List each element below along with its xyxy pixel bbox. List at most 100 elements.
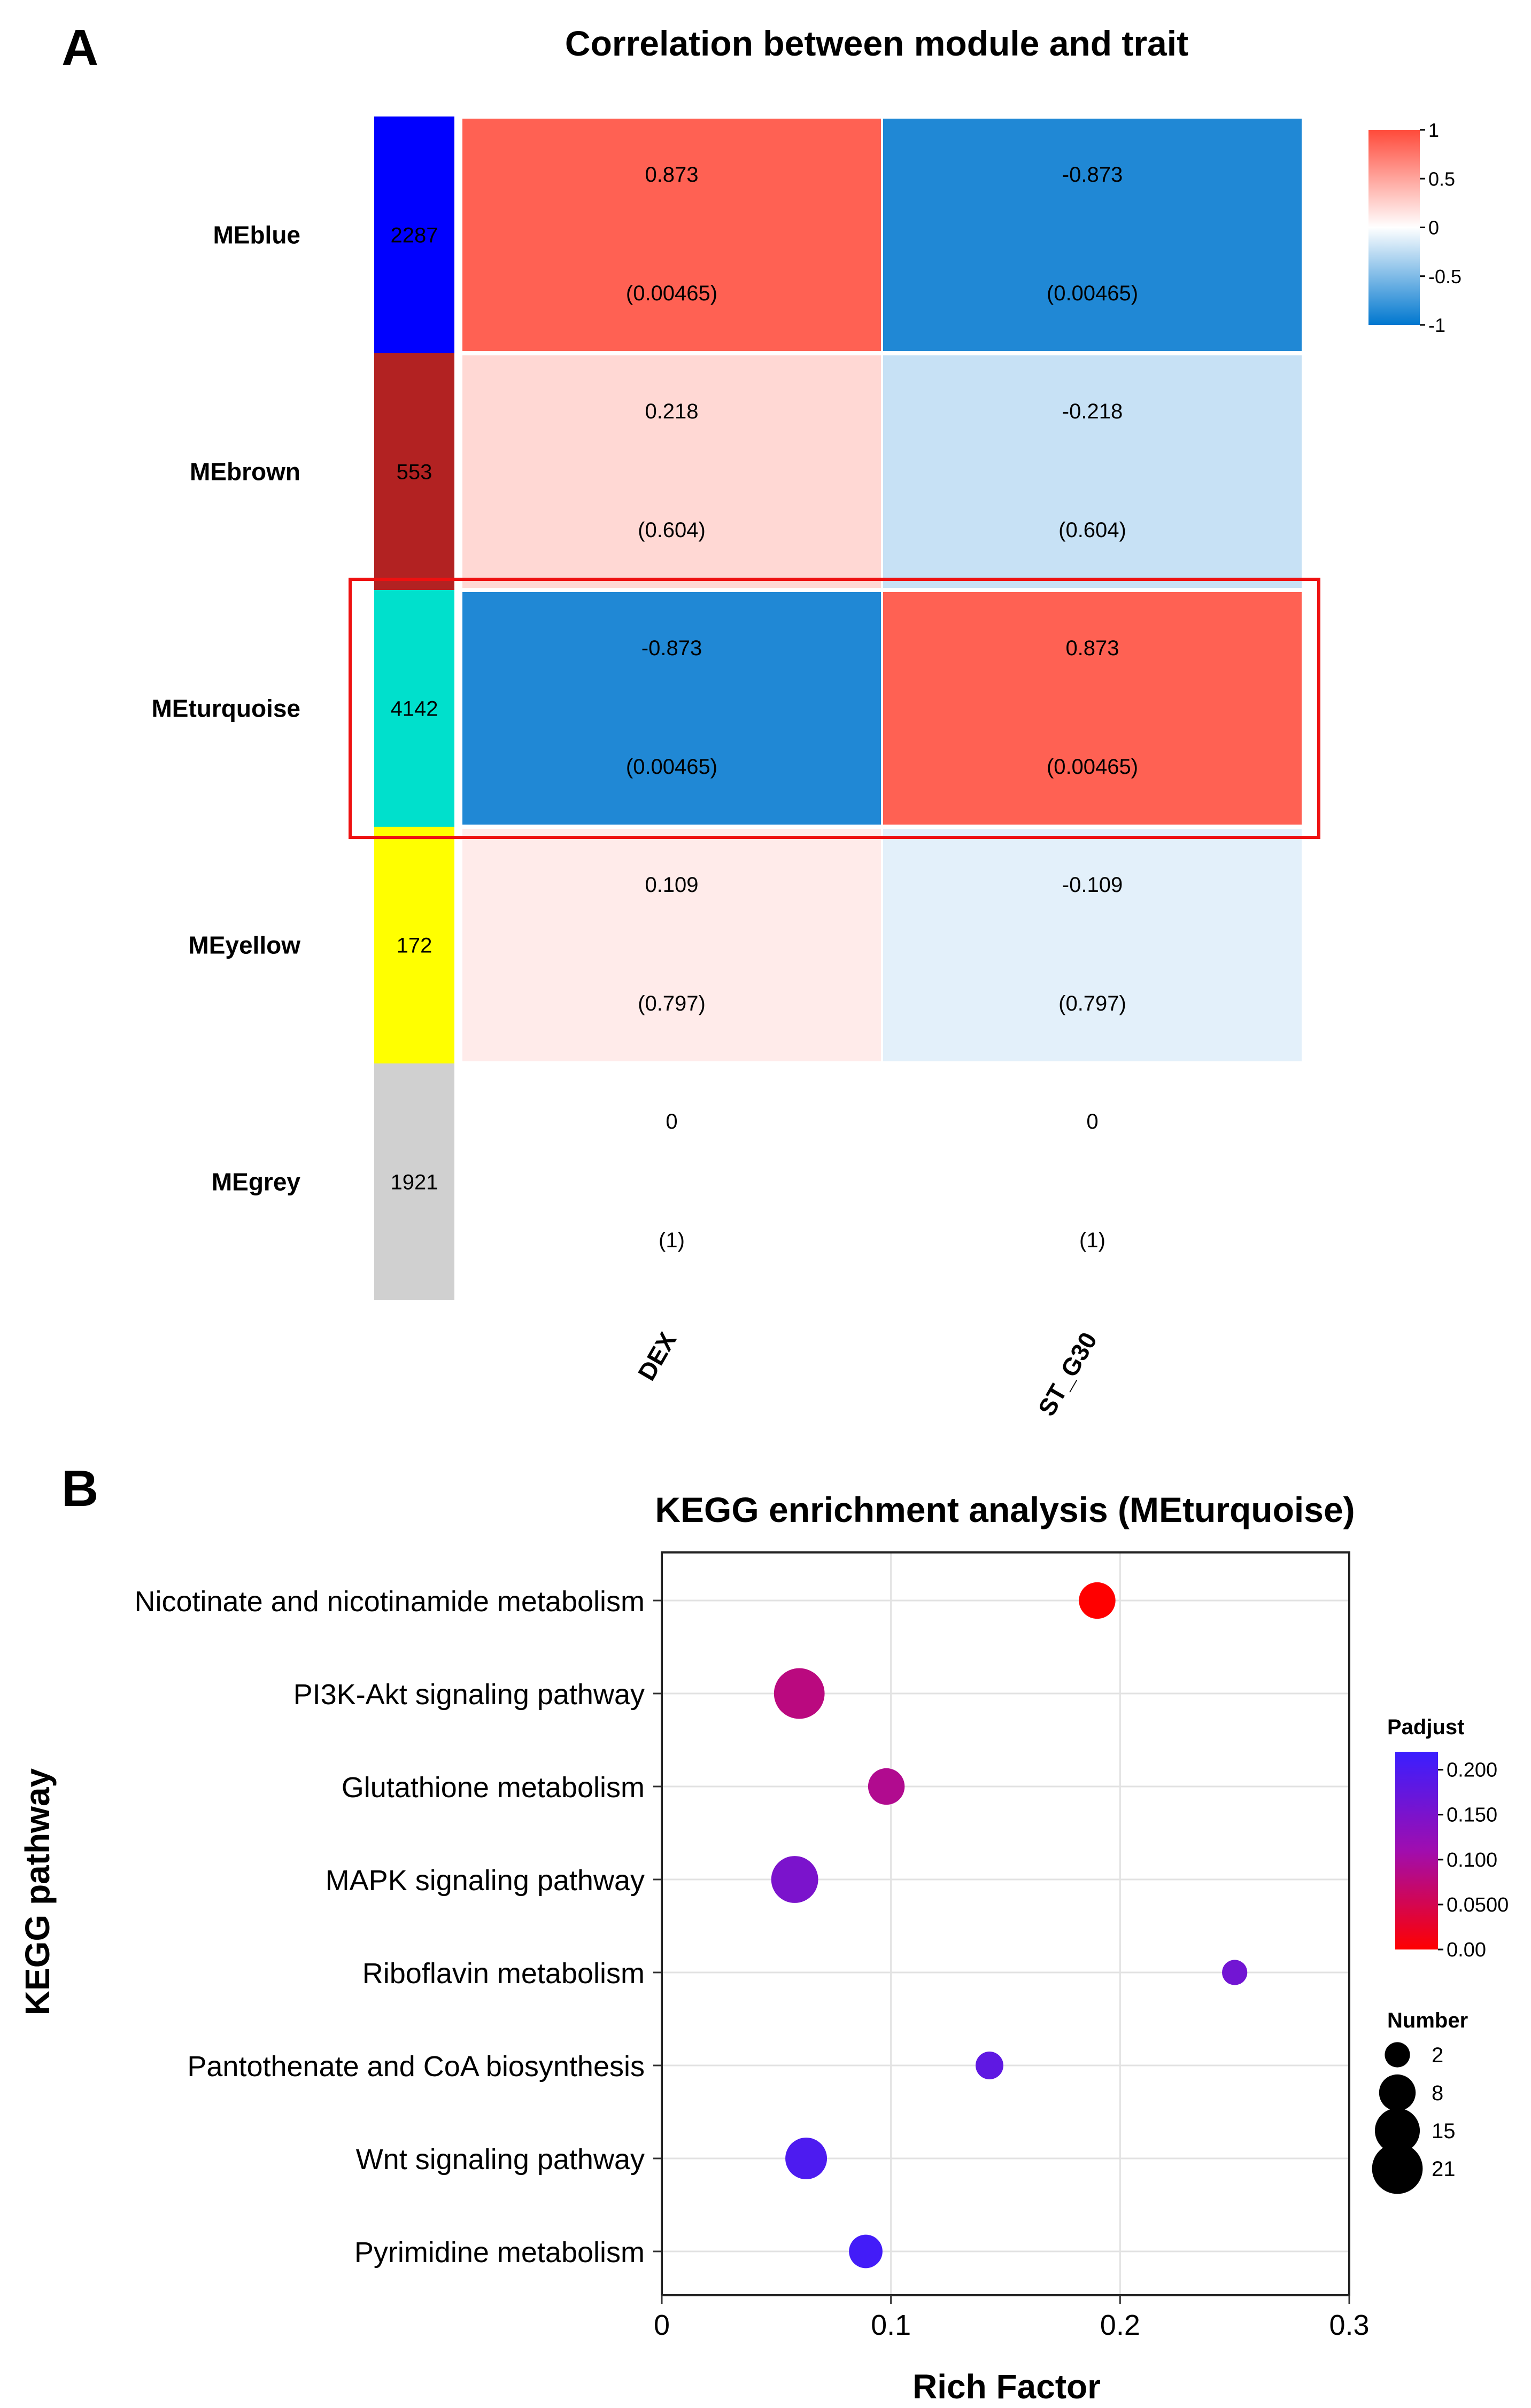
module-color-bar <box>374 353 454 590</box>
x-tick-label: 0.1 <box>871 2309 911 2341</box>
kegg-title: KEGG enrichment analysis (MEturquoise) <box>655 1490 1355 1529</box>
module-count: 553 <box>397 461 432 484</box>
heatmap-cell <box>462 829 881 1061</box>
heatmap-cell <box>883 592 1302 825</box>
module-color-bar <box>374 1063 454 1300</box>
x-tick-label: 0.3 <box>1329 2309 1369 2341</box>
number-legend-label: 2 <box>1432 2044 1443 2067</box>
correlation-colorbar: 1 0.5 0 -0.5 -1 <box>1368 119 1462 336</box>
p-value: (0.604) <box>1058 518 1126 542</box>
colorbar-tick-label: -0.5 <box>1428 266 1462 288</box>
trait-label: DEX <box>632 1327 682 1385</box>
p-value: (0.797) <box>1058 992 1126 1015</box>
number-legend-title: Number <box>1387 2009 1468 2032</box>
correlation-value: 0.873 <box>1065 636 1119 660</box>
module-color-bar <box>374 590 454 827</box>
correlation-value: -0.873 <box>641 636 702 660</box>
heatmap-title: Correlation between module and trait <box>565 24 1188 63</box>
correlation-value: 0.218 <box>645 400 698 423</box>
module-name: MEgrey <box>212 1168 301 1196</box>
module-name: MEbrown <box>190 458 300 486</box>
pathway-label: Pyrimidine metabolism <box>354 2236 645 2269</box>
padjust-gradient <box>1395 1752 1438 1949</box>
enrichment-point <box>849 2234 883 2269</box>
colorbar-tick-label: 0 <box>1428 217 1439 239</box>
p-value: (1) <box>659 1229 685 1252</box>
number-legend-circle <box>1379 2074 1416 2111</box>
correlation-value: 0 <box>666 1110 677 1133</box>
panel-b-label: B <box>61 1460 98 1517</box>
module-color-bar <box>374 116 454 353</box>
heatmap-cell <box>883 1066 1302 1298</box>
heatmap-cell <box>883 119 1302 351</box>
enrichment-point <box>1079 1582 1116 1619</box>
number-legend-circle <box>1385 2042 1410 2068</box>
padjust-legend-title: Padjust <box>1387 1715 1464 1739</box>
padjust-tick-label: 0.100 <box>1447 1849 1497 1871</box>
correlation-value: 0.109 <box>645 873 698 897</box>
panel-a-label: A <box>61 19 98 76</box>
padjust-tick-label: 0.150 <box>1447 1804 1497 1827</box>
number-legend-label: 15 <box>1432 2119 1456 2143</box>
module-name: MEblue <box>213 221 300 249</box>
p-value: (0.00465) <box>1047 755 1138 779</box>
heatmap: 2287 MEblue 0.873 (0.00465) -0.873 (0.00465) 5… <box>151 116 1320 1420</box>
colorbar-tick-label: 1 <box>1428 119 1439 141</box>
enrichment-point <box>868 1768 905 1805</box>
module-count: 4142 <box>391 697 438 721</box>
number-legend: Number 2 8 15 21 <box>1372 2009 1468 2194</box>
pathway-label: Riboflavin metabolism <box>362 1958 645 1990</box>
x-axis-label: Rich Factor <box>913 2367 1101 2406</box>
correlation-value: 0 <box>1086 1110 1098 1133</box>
p-value: (0.604) <box>638 518 706 542</box>
p-value: (0.00465) <box>626 755 717 779</box>
pathway-label: PI3K-Akt signaling pathway <box>293 1679 645 1711</box>
pathway-label: Glutathione metabolism <box>342 1772 645 1804</box>
correlation-value: 0.873 <box>645 163 698 187</box>
padjust-tick-label: 0.0500 <box>1447 1894 1509 1916</box>
module-count: 172 <box>397 934 432 958</box>
number-legend-label: 8 <box>1432 2081 1443 2105</box>
enrichment-point <box>771 1856 818 1903</box>
p-value: (0.797) <box>638 992 706 1015</box>
padjust-legend: Padjust 0.200 0.150 0.100 0.0500 0.00 <box>1387 1715 1509 1961</box>
enrichment-point <box>1222 1960 1248 1985</box>
x-tick-label: 0.2 <box>1100 2309 1140 2341</box>
colorbar-gradient <box>1368 130 1420 325</box>
y-axis-label: KEGG pathway <box>18 1768 57 2015</box>
number-legend-circle <box>1372 2143 1423 2194</box>
number-legend-label: 21 <box>1432 2157 1456 2181</box>
module-color-bar <box>374 827 454 1063</box>
module-name: MEyellow <box>188 931 300 959</box>
number-legend-circle <box>1374 2108 1420 2154</box>
heatmap-cell <box>462 1066 881 1298</box>
pathway-label: Nicotinate and nicotinamide metabolism <box>135 1586 645 1618</box>
plot-background <box>662 1552 1349 2295</box>
p-value: (0.00465) <box>1047 282 1138 305</box>
colorbar-tick-label: -1 <box>1428 314 1445 336</box>
trait-label: ST_G30 <box>1032 1327 1102 1420</box>
colorbar-tick-label: 0.5 <box>1428 168 1455 190</box>
enrichment-point <box>774 1668 825 1719</box>
x-tick-label: 0 <box>654 2309 670 2341</box>
correlation-value: -0.873 <box>1062 163 1123 187</box>
padjust-tick-label: 0.200 <box>1447 1759 1497 1782</box>
enrichment-point <box>785 2138 828 2179</box>
highlight-box <box>349 578 1320 839</box>
heatmap-cell <box>883 829 1302 1061</box>
correlation-value: -0.109 <box>1062 873 1123 897</box>
p-value: (0.00465) <box>626 282 717 305</box>
heatmap-cell <box>462 592 881 825</box>
module-count: 1921 <box>391 1171 438 1194</box>
plot-frame <box>661 1551 1350 2296</box>
pathway-label: MAPK signaling pathway <box>326 1865 645 1897</box>
pathway-label: Wnt signaling pathway <box>356 2143 645 2176</box>
correlation-value: -0.218 <box>1062 400 1123 423</box>
pathway-label: Pantothenate and CoA biosynthesis <box>187 2050 645 2083</box>
kegg-dotplot: Nicotinate and nicotinamide metabolism PI… <box>135 1551 1370 2341</box>
heatmap-cell <box>462 355 881 588</box>
module-count: 2287 <box>391 224 438 247</box>
heatmap-cell <box>883 355 1302 588</box>
enrichment-point <box>976 2052 1003 2079</box>
